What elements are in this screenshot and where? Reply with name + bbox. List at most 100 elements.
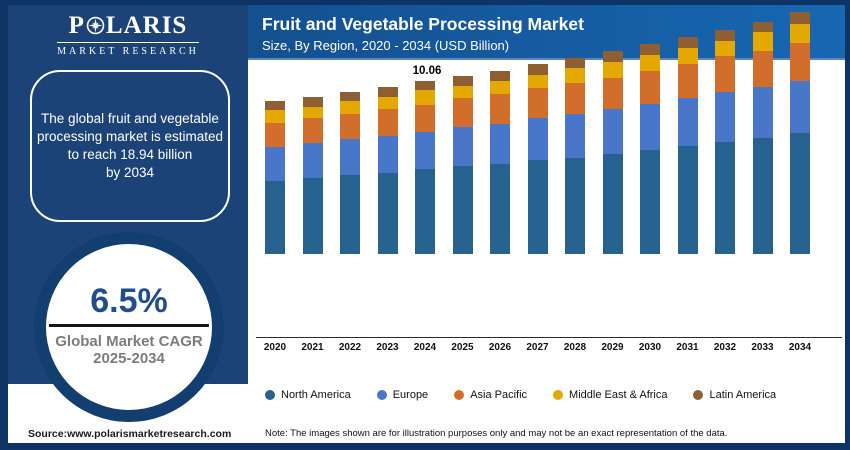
legend-dot-middle-east-africa — [553, 390, 564, 400]
segment-asia-pacific-2034 — [790, 42, 810, 82]
year-label-2034: 2034 — [788, 342, 812, 353]
bar-2034 — [790, 12, 810, 254]
segment-latin-america-2026 — [490, 70, 510, 81]
segment-latin-america-2022 — [340, 91, 360, 102]
cagr-label: Global Market CAGR — [55, 333, 203, 350]
segment-europe-2034 — [790, 81, 810, 134]
segment-north-america-2028 — [565, 157, 585, 254]
legend-label-middle-east-africa: Middle East & Africa — [569, 389, 668, 401]
sidebar: P LARIS MARKET RESEARCH The global fruit … — [8, 5, 248, 422]
segment-latin-america-2020 — [265, 100, 285, 111]
legend-dot-north-america — [265, 390, 275, 400]
bar-2031 — [677, 37, 698, 254]
chart-header: Fruit and Vegetable Processing Market Si… — [248, 5, 845, 60]
legend-item-middle-east-africa: Middle East & Africa — [553, 389, 667, 401]
segment-north-america-2023 — [377, 172, 398, 254]
chart-panel: 10.06 2020 2021 2022 2023 2024 2025 2026 2027 20… — [248, 12, 845, 443]
compass-star-icon — [86, 14, 105, 35]
segment-middle-east-africa-2032 — [715, 40, 735, 57]
bar-2026 — [490, 70, 510, 254]
segment-middle-east-africa-2020 — [265, 110, 285, 123]
bar-2033 — [752, 21, 773, 254]
segment-middle-east-africa-2034 — [790, 23, 810, 43]
bar-2032 — [715, 29, 735, 254]
segment-north-america-2027 — [527, 160, 548, 254]
segment-europe-2032 — [715, 92, 735, 142]
segment-europe-2033 — [752, 87, 773, 138]
cagr-divider — [49, 324, 209, 327]
segment-asia-pacific-2022 — [340, 113, 360, 140]
legend-label-north-america: North America — [281, 389, 351, 401]
segment-asia-pacific-2021 — [302, 117, 323, 144]
segment-middle-east-africa-2021 — [302, 106, 323, 118]
logo-subtitle: MARKET RESEARCH — [57, 42, 199, 57]
year-label-2032: 2032 — [713, 342, 737, 353]
legend-label-europe: Europe — [392, 389, 429, 401]
cagr-value: 6.5% — [90, 282, 168, 320]
source-link[interactable]: Source:www.polarismarketresearch.com — [28, 428, 232, 440]
segment-europe-2025 — [452, 126, 473, 166]
segment-europe-2027 — [527, 118, 548, 161]
page-title: Fruit and Vegetable Processing Market — [262, 14, 584, 34]
stacked-bar-plot: 10.06 2020 2021 2022 2023 2024 2025 2026 2027 20… — [248, 12, 845, 360]
segment-latin-america-2033 — [752, 21, 773, 33]
year-label-2028: 2028 — [563, 342, 587, 353]
year-label-2024: 2024 — [413, 342, 437, 353]
segment-latin-america-2025 — [452, 75, 473, 86]
year-label-2025: 2025 — [451, 342, 474, 353]
disclaimer-note: Note: The images shown are for illustrat… — [265, 428, 728, 439]
segment-north-america-2021 — [302, 177, 323, 254]
segment-middle-east-africa-2023 — [377, 97, 398, 110]
page-subtitle: Size, By Region, 2020 - 2034 (USD Billio… — [262, 38, 510, 53]
segment-middle-east-africa-2027 — [527, 74, 548, 89]
logo-letters-laris: LARIS — [105, 12, 188, 39]
bars-container — [265, 0, 810, 254]
segment-north-america-2024 — [415, 169, 435, 254]
segment-asia-pacific-2033 — [752, 50, 773, 88]
segment-middle-east-africa-2024 — [415, 90, 435, 105]
segment-north-america-2026 — [490, 163, 510, 254]
bar-2025 — [452, 75, 473, 254]
segment-europe-2023 — [377, 135, 398, 173]
segment-middle-east-africa-2030 — [640, 55, 660, 71]
bar-2022 — [340, 91, 360, 254]
bar-2030 — [640, 43, 660, 254]
legend-label-latin-america: Latin America — [709, 389, 777, 401]
segment-middle-east-africa-2028 — [565, 68, 585, 83]
data-label-2024: 10.06 — [412, 64, 442, 77]
legend-label-asia-pacific: Asia Pacific — [470, 389, 528, 401]
bar-2024 — [415, 80, 435, 254]
bar-2020 — [265, 100, 285, 254]
segment-latin-america-2031 — [677, 37, 698, 48]
logo-wordmark: P LARIS — [8, 12, 248, 40]
segment-north-america-2032 — [715, 141, 735, 254]
market-estimate-callout: The global fruit and vegetable processin… — [30, 70, 230, 222]
year-label-2023: 2023 — [376, 342, 399, 353]
segment-middle-east-africa-2033 — [752, 32, 773, 51]
segment-north-america-2029 — [602, 153, 623, 254]
segment-north-america-2022 — [340, 174, 360, 254]
segment-asia-pacific-2028 — [565, 82, 585, 115]
segment-asia-pacific-2029 — [602, 77, 623, 110]
segment-europe-2030 — [640, 104, 660, 151]
segment-north-america-2025 — [452, 165, 473, 254]
year-label-2022: 2022 — [338, 342, 362, 353]
segment-middle-east-africa-2026 — [490, 80, 510, 94]
segment-middle-east-africa-2031 — [677, 47, 698, 65]
legend-item-north-america: North America — [265, 389, 351, 401]
x-axis-line — [256, 337, 842, 338]
market-estimate-text: The global fruit and vegetable processin… — [36, 111, 224, 180]
year-label-2033: 2033 — [751, 342, 774, 353]
segment-north-america-2030 — [640, 150, 660, 254]
segment-europe-2028 — [565, 114, 585, 158]
cagr-badge: 6.5% Global Market CAGR 2025-2034 — [34, 232, 224, 422]
segment-latin-america-2034 — [790, 12, 810, 24]
segment-asia-pacific-2030 — [640, 70, 660, 105]
segment-asia-pacific-2031 — [677, 64, 698, 99]
year-label-2020: 2020 — [263, 342, 287, 353]
segment-europe-2020 — [265, 146, 285, 181]
segment-middle-east-africa-2025 — [452, 85, 473, 99]
logo-letter-p: P — [68, 12, 85, 39]
segment-europe-2029 — [602, 109, 623, 154]
bar-2027 — [527, 63, 548, 254]
